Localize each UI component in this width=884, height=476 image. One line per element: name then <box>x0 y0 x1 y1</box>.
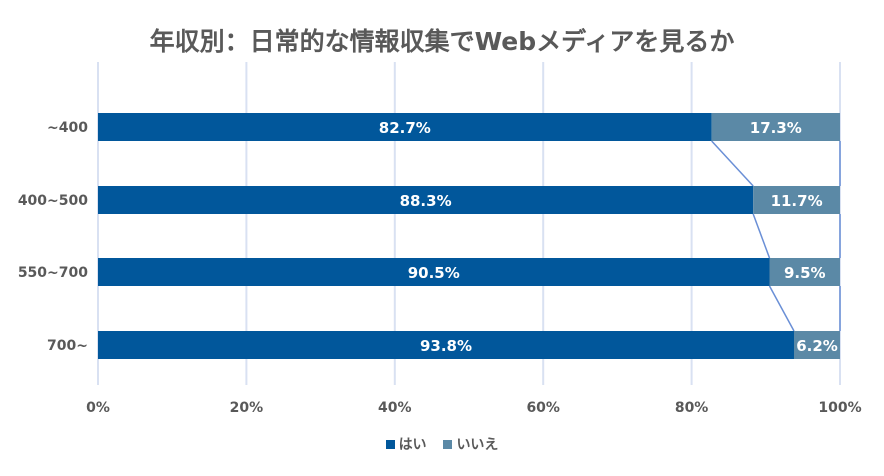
legend-item-yes: はい <box>385 434 427 454</box>
legend-swatch <box>385 440 395 449</box>
data-label: 90.5% <box>408 264 460 282</box>
data-label: 82.7% <box>379 119 431 137</box>
y-tick-label: 550~700 <box>18 265 88 281</box>
legend-label: いいえ <box>456 437 499 453</box>
y-tick-label: ~400 <box>47 120 88 136</box>
bar-yes <box>98 186 754 214</box>
chart-title: 年収別：日常的な情報収集でWebメディアを見るか <box>149 27 735 56</box>
x-tick-label: 0% <box>86 400 110 416</box>
bar-no <box>711 113 840 141</box>
data-label: 11.7% <box>771 192 823 210</box>
series-line <box>768 285 795 332</box>
bar-no <box>769 258 840 286</box>
bar-yes <box>98 258 770 286</box>
data-label: 6.2% <box>796 337 838 355</box>
legend-label: はい <box>398 437 427 453</box>
x-tick-label: 80% <box>675 400 709 416</box>
legend-swatch <box>443 440 453 449</box>
bar-no <box>793 331 840 359</box>
data-label: 93.8% <box>420 337 472 355</box>
bar-yes <box>98 113 712 141</box>
data-label: 88.3% <box>400 192 452 210</box>
x-tick-label: 100% <box>818 400 861 416</box>
legend: はい いいえ <box>0 434 884 454</box>
y-tick-label: 400~500 <box>18 193 88 209</box>
bar-no <box>753 186 840 214</box>
legend-item-no: いいえ <box>443 434 498 454</box>
series-line <box>711 140 754 187</box>
series-line <box>752 213 771 259</box>
x-tick-label: 20% <box>230 400 264 416</box>
data-label: 9.5% <box>784 264 826 282</box>
data-label: 17.3% <box>750 119 802 137</box>
y-tick-label: 700~ <box>47 338 88 354</box>
x-tick-label: 60% <box>526 400 560 416</box>
x-tick-label: 40% <box>378 400 412 416</box>
bar-yes <box>98 331 794 359</box>
